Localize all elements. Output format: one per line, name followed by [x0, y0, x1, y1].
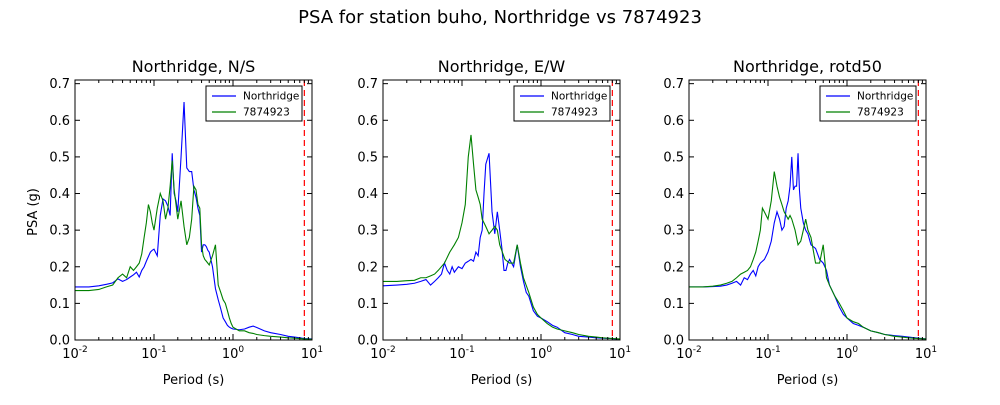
legend-box — [513, 85, 611, 122]
axes-frame — [74, 79, 313, 341]
y-tick-label: 0.1 — [663, 297, 684, 312]
x-tick-label: 101 — [609, 345, 631, 362]
y-tick-label: 0.7 — [357, 77, 378, 92]
y-tick-label: 0.3 — [357, 224, 378, 239]
y-tick-label: 0.2 — [49, 260, 70, 275]
series-line-northridge — [75, 101, 312, 340]
x-tick-label: 10-1 — [755, 345, 781, 362]
series-line-northridge — [689, 153, 926, 340]
x-tick-label: 101 — [915, 345, 937, 362]
y-tick-label: 0.1 — [357, 297, 378, 312]
x-axis-label: Period (s) — [471, 373, 533, 388]
y-tick-label: 0.4 — [663, 187, 684, 202]
y-tick-label: 0.6 — [49, 114, 70, 129]
chart-panel-2: Northridge, E/W 0.0 0.1 0.2 0.3 0.4 0.5 0.6 0.7 1… — [357, 57, 631, 388]
panel-title: Northridge, E/W — [438, 57, 566, 76]
y-tick-label: 0.6 — [663, 114, 684, 129]
axes-frame — [382, 79, 621, 341]
legend-box — [205, 85, 303, 122]
legend-label: 7874923 — [857, 107, 904, 119]
y-tick-label: 0.2 — [357, 260, 378, 275]
x-tick-label: 10-1 — [141, 345, 167, 362]
y-tick-label: 0.5 — [49, 150, 70, 165]
figure-title: PSA for station buho, Northridge vs 7874… — [298, 7, 702, 28]
panel-title: Northridge, rotd50 — [733, 57, 882, 76]
x-axis-label: Period (s) — [163, 373, 225, 388]
axes-frame — [688, 79, 927, 341]
legend-label: Northridge — [243, 91, 299, 103]
x-tick-label: 100 — [836, 345, 859, 362]
y-tick-label: 0.6 — [357, 114, 378, 129]
panel-title: Northridge, N/S — [132, 57, 256, 76]
legend-box — [819, 85, 917, 122]
x-tick-label: 10-1 — [449, 345, 475, 362]
x-tick-label: 10-2 — [370, 345, 396, 362]
series-line-synthetic — [383, 134, 620, 340]
y-tick-label: 0.4 — [49, 187, 70, 202]
series-line-northridge — [383, 153, 620, 340]
x-axis-label: Period (s) — [777, 373, 839, 388]
y-tick-label: 0.0 — [49, 334, 70, 349]
legend-label: 7874923 — [551, 107, 598, 119]
x-tick-label: 10-2 — [62, 345, 88, 362]
y-tick-label: 0.7 — [663, 77, 684, 92]
y-tick-label: 0.5 — [357, 150, 378, 165]
chart-panel-3: Northridge, rotd50 0.0 0.1 0.2 0.3 0.4 0.5 0.6 0… — [663, 57, 937, 388]
x-tick-label: 10-2 — [676, 345, 702, 362]
x-tick-label: 100 — [530, 345, 553, 362]
y-tick-label: 0.7 — [49, 77, 70, 92]
series-line-synthetic — [689, 171, 926, 340]
y-tick-label: 0.5 — [663, 150, 684, 165]
x-tick-label: 101 — [301, 345, 323, 362]
y-tick-label: 0.4 — [357, 187, 378, 202]
y-tick-label: 0.0 — [663, 334, 684, 349]
legend-label: 7874923 — [243, 107, 290, 119]
y-tick-label: 0.3 — [663, 224, 684, 239]
legend-label: Northridge — [857, 91, 913, 103]
y-tick-label: 0.1 — [49, 297, 70, 312]
y-tick-label: 0.0 — [357, 334, 378, 349]
y-tick-label: 0.3 — [49, 224, 70, 239]
y-tick-label: 0.2 — [663, 260, 684, 275]
series-line-synthetic — [75, 160, 312, 340]
chart-panel-1: Northridge, N/S 0.0 0.1 0.2 0.3 0.4 0.5 0.6 0.7 1… — [49, 57, 323, 388]
x-tick-label: 100 — [222, 345, 245, 362]
legend-label: Northridge — [551, 91, 607, 103]
y-axis-label: PSA (g) — [26, 188, 41, 236]
